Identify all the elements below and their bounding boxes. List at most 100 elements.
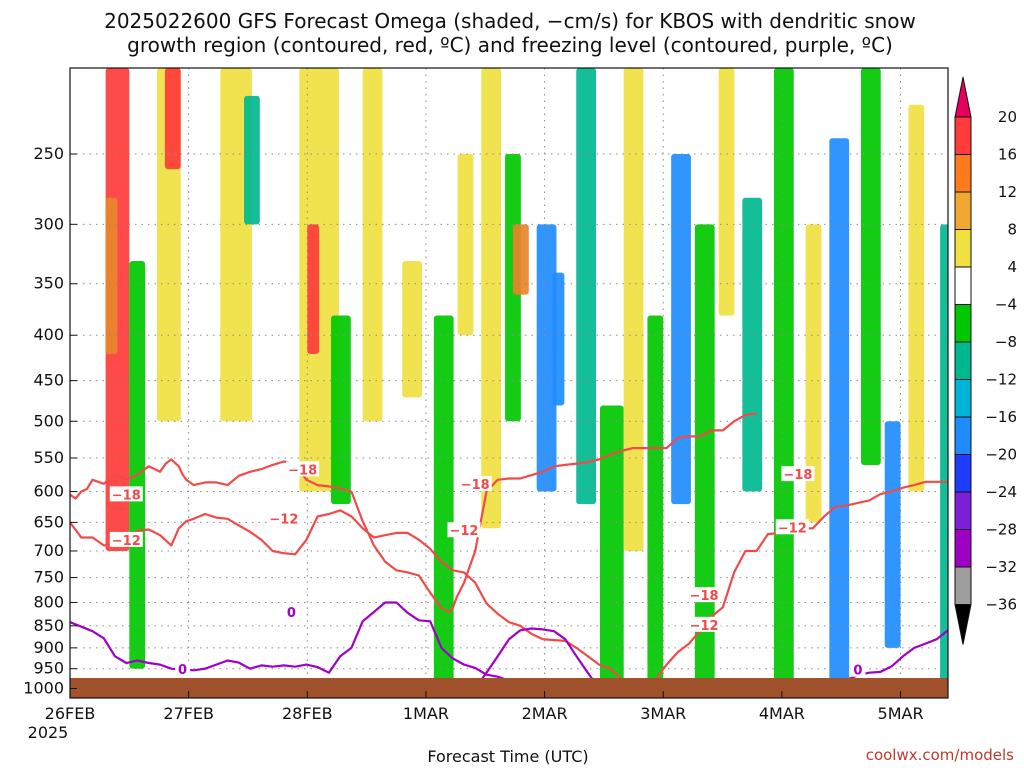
omega-patch bbox=[105, 197, 118, 355]
contour-label: −18 bbox=[461, 478, 490, 493]
contour-label: −18 bbox=[783, 468, 812, 483]
chart-title-line-1: 2025022600 GFS Forecast Omega (shaded, −… bbox=[104, 9, 916, 33]
credit-text: coolwx.com/models bbox=[866, 746, 1014, 764]
contour-label-background bbox=[267, 510, 301, 526]
omega-patch bbox=[164, 68, 181, 170]
omega-patch bbox=[694, 224, 715, 681]
y-tick-label: 550 bbox=[33, 448, 64, 467]
contour-label-background bbox=[687, 587, 721, 603]
chart-title-line-2: growth region (contoured, red, ºC) and f… bbox=[127, 33, 893, 57]
omega-patch bbox=[552, 272, 565, 406]
colorbar-swatch bbox=[954, 154, 972, 193]
colorbar-label: 16 bbox=[998, 146, 1017, 164]
contour-label-background bbox=[109, 486, 143, 502]
omega-patch bbox=[512, 224, 529, 295]
y-tick-label: 600 bbox=[33, 482, 64, 501]
y-tick-label: 1000 bbox=[23, 678, 64, 697]
x-tick-label: 5MAR bbox=[878, 704, 924, 723]
colorbar-label: 20 bbox=[998, 108, 1017, 126]
contour-label-background bbox=[283, 603, 299, 619]
x-tick-label: 27FEB bbox=[163, 704, 214, 723]
contour-label: −18 bbox=[112, 488, 141, 503]
omega-patch bbox=[884, 421, 901, 648]
omega-patch bbox=[402, 261, 422, 398]
colorbar-label: 4 bbox=[1007, 258, 1017, 276]
y-tick-label: 950 bbox=[33, 659, 64, 678]
omega-patch bbox=[362, 68, 383, 422]
contour-label-background bbox=[447, 522, 481, 538]
omega-patch bbox=[331, 315, 351, 505]
omega-patch bbox=[599, 405, 624, 685]
omega-patch bbox=[940, 224, 948, 689]
omega-patch bbox=[576, 68, 597, 505]
x-tick-label: 2MAR bbox=[522, 704, 568, 723]
omega-patch bbox=[623, 68, 644, 551]
x-tick-label: 26FEB bbox=[45, 704, 96, 723]
contour-label-background bbox=[781, 466, 815, 482]
y-axis: 250 300 350 400 450 500 550 600 650 700 750 800 850 9… bbox=[23, 144, 77, 697]
x-tick-label: 28FEB bbox=[282, 704, 333, 723]
contour-label-background bbox=[687, 616, 721, 632]
colorbar-swatch bbox=[954, 529, 972, 568]
contour-label: −12 bbox=[269, 512, 298, 527]
omega-patch bbox=[220, 68, 252, 422]
omega-patch bbox=[457, 154, 474, 336]
x-axis-label: Forecast Time (UTC) bbox=[427, 747, 588, 766]
contour-line bbox=[70, 601, 566, 698]
colorbar-swatch bbox=[954, 191, 972, 230]
omega-patch bbox=[244, 95, 260, 225]
contour-line bbox=[463, 627, 612, 698]
x-tick-label: 3MAR bbox=[640, 704, 686, 723]
contour-label: 0 bbox=[178, 663, 187, 678]
colorbar-label: −32 bbox=[985, 558, 1017, 576]
contour-label-background bbox=[175, 660, 191, 676]
omega-patch bbox=[829, 138, 850, 685]
colorbar-bottom-triangle bbox=[954, 604, 972, 645]
colorbar-swatch bbox=[954, 491, 972, 530]
contour-label-background bbox=[775, 519, 809, 535]
contour-label-background bbox=[109, 531, 143, 547]
colorbar: 20 16 12 8 4 −4 −8 −12 −16 −20 −24 −28 −32 −36 bbox=[954, 76, 1017, 645]
contour-label: −12 bbox=[778, 521, 807, 536]
colorbar-label: −12 bbox=[985, 371, 1017, 389]
colorbar-label: −24 bbox=[985, 483, 1017, 501]
colorbar-label: 8 bbox=[1007, 221, 1017, 239]
colorbar-label: 12 bbox=[998, 183, 1017, 201]
x-axis: 26FEB 27FEB 28FEB 1MAR 2MAR 3MAR 4MAR 5MAR bbox=[45, 691, 924, 723]
omega-patch bbox=[647, 315, 664, 689]
omega-patch bbox=[860, 68, 881, 465]
y-tick-label: 900 bbox=[33, 638, 64, 657]
y-tick-label: 400 bbox=[33, 325, 64, 344]
omega-patch bbox=[433, 315, 454, 689]
colorbar-swatch bbox=[954, 566, 972, 605]
omega-shading-layer bbox=[105, 68, 948, 689]
contour-label-background bbox=[286, 461, 320, 477]
contour-label: −18 bbox=[690, 589, 719, 604]
ground-surface bbox=[70, 678, 948, 698]
omega-patch bbox=[536, 224, 557, 492]
x-tick-label: 1MAR bbox=[403, 704, 449, 723]
colorbar-swatch bbox=[954, 379, 972, 418]
omega-patch bbox=[481, 68, 502, 529]
omega-patch bbox=[718, 68, 735, 316]
colorbar-label: −4 bbox=[995, 296, 1017, 314]
y-tick-label: 500 bbox=[33, 411, 64, 430]
colorbar-swatch bbox=[954, 304, 972, 343]
colorbar-label: −28 bbox=[985, 521, 1017, 539]
y-tick-label: 700 bbox=[33, 541, 64, 560]
omega-patch bbox=[129, 261, 146, 669]
omega-patch bbox=[805, 224, 822, 523]
grid-layer bbox=[70, 68, 948, 698]
contour-label: −12 bbox=[449, 524, 478, 539]
colorbar-swatch bbox=[954, 266, 972, 305]
colorbar-label: −36 bbox=[985, 596, 1017, 614]
colorbar-label: −20 bbox=[985, 446, 1017, 464]
plot-frame bbox=[69, 67, 949, 699]
contour-label-background bbox=[458, 476, 492, 492]
colorbar-swatch bbox=[954, 341, 972, 380]
colorbar-label: −16 bbox=[985, 408, 1017, 426]
colorbar-swatch bbox=[954, 454, 972, 493]
y-tick-label: 650 bbox=[33, 512, 64, 531]
colorbar-swatch bbox=[954, 416, 972, 455]
omega-patch bbox=[773, 68, 794, 689]
